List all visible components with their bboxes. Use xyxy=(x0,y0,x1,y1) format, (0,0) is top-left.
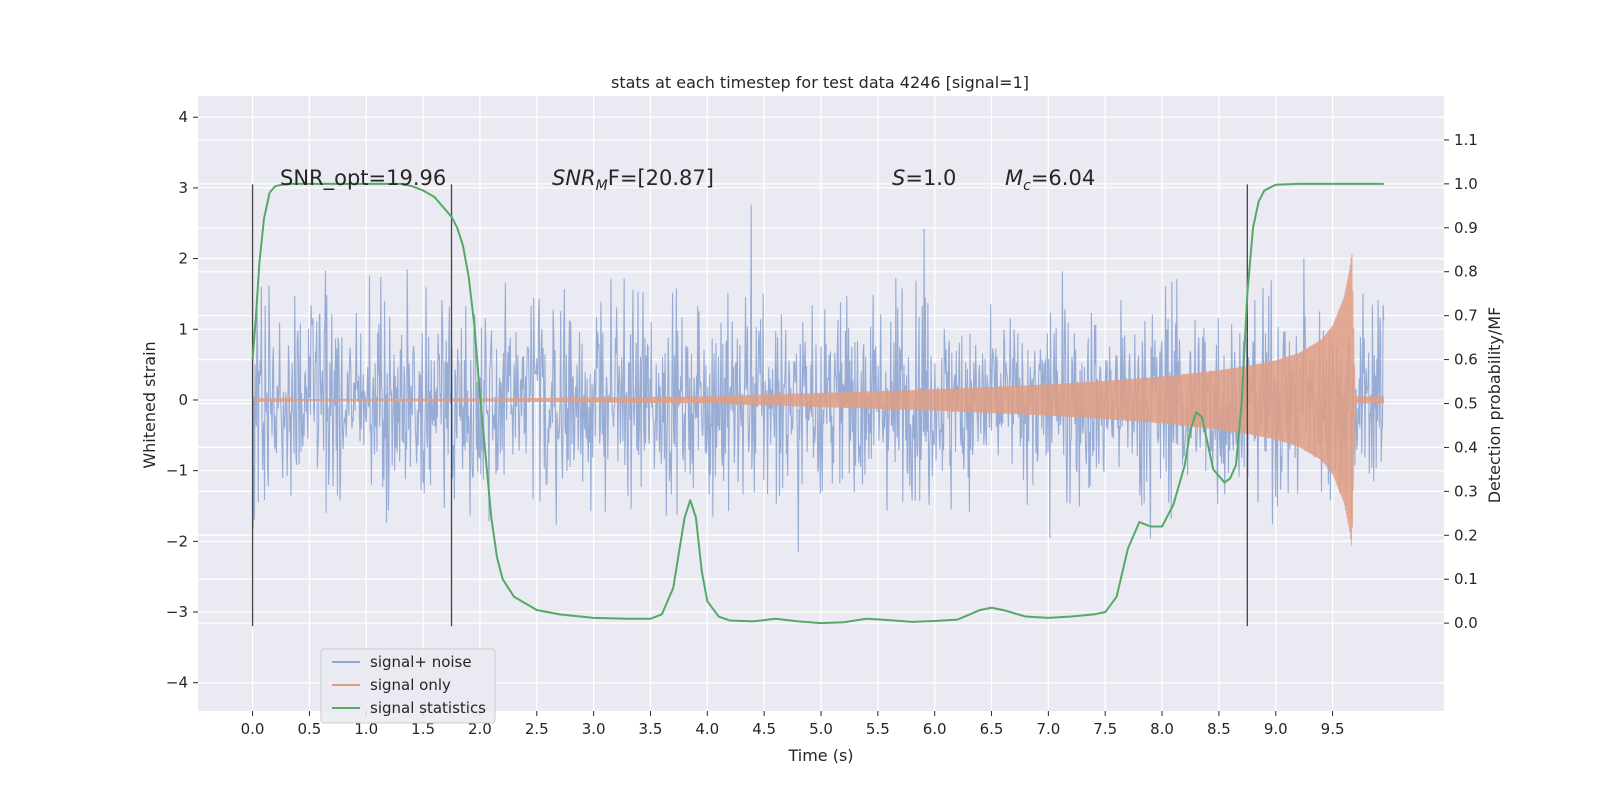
y-tick-label-right: 0.1 xyxy=(1454,570,1478,588)
y-axis-label-left: Whitened strain xyxy=(140,341,159,468)
x-tick-label: 8.0 xyxy=(1150,720,1174,738)
annotation-mc-subscript: c xyxy=(1023,178,1031,194)
x-tick-label: 1.0 xyxy=(354,720,378,738)
y-tick-label-left: 0 xyxy=(178,391,188,409)
x-tick-label: 6.5 xyxy=(980,720,1004,738)
x-tick-label: 2.5 xyxy=(525,720,549,738)
x-tick-label: 7.5 xyxy=(1093,720,1117,738)
x-tick-label: 0.0 xyxy=(241,720,265,738)
y-tick-label-right: 0.7 xyxy=(1454,307,1478,325)
annotation-snr-mf-value: F=[20.87] xyxy=(608,166,714,190)
noise-line xyxy=(252,204,1385,552)
annotation-snr-mf: SNRMF=[20.87] xyxy=(552,166,714,194)
y-tick-label-right: 0.6 xyxy=(1454,351,1478,369)
y-tick-label-left: 4 xyxy=(178,108,188,126)
signal-line xyxy=(252,254,1385,546)
annotation-s-value: =1.0 xyxy=(905,166,956,190)
legend: signal+ noise signal only signal statist… xyxy=(320,648,496,724)
y-tick-label-left: −1 xyxy=(166,462,188,480)
y-tick-label-left: −2 xyxy=(166,532,188,550)
y-tick-label-right: 0.5 xyxy=(1454,395,1478,413)
x-tick-label: 9.5 xyxy=(1321,720,1345,738)
y-tick-label-right: 1.1 xyxy=(1454,131,1478,149)
legend-label-signal-statistics: signal statistics xyxy=(370,699,486,717)
chart-title: stats at each timestep for test data 424… xyxy=(611,73,1029,92)
x-tick-label: 7.0 xyxy=(1036,720,1060,738)
y-tick-label-right: 0.9 xyxy=(1454,219,1478,237)
ticks: 0.0 0.5 1.0 1.5 2.0 2.5 3.0 3.5 4.0 4.5 5.0 5.5 6.0 6… xyxy=(166,108,1478,738)
y-tick-label-left: 2 xyxy=(178,250,188,268)
x-tick-label: 3.0 xyxy=(582,720,606,738)
annotation-s-symbol: S xyxy=(892,166,905,190)
annotation-mc: Mc=6.04 xyxy=(1005,166,1095,194)
annotation-snr-mf-symbol: SNR xyxy=(552,166,596,190)
y-tick-label-right: 0.8 xyxy=(1454,263,1478,281)
annotation-s: S=1.0 xyxy=(892,166,956,190)
x-tick-label: 0.5 xyxy=(297,720,321,738)
y-tick-label-right: 0.0 xyxy=(1454,614,1478,632)
x-tick-label: 5.0 xyxy=(809,720,833,738)
legend-box xyxy=(320,648,496,724)
y-tick-label-right: 1.0 xyxy=(1454,175,1478,193)
x-tick-label: 4.5 xyxy=(752,720,776,738)
legend-label-signal-plus-noise: signal+ noise xyxy=(370,653,472,671)
x-tick-label: 6.0 xyxy=(923,720,947,738)
y-tick-label-right: 0.4 xyxy=(1454,438,1478,456)
x-tick-label: 2.0 xyxy=(468,720,492,738)
annotation-snr-opt: SNR_opt=19.96 xyxy=(280,166,446,191)
y-tick-label-left: 1 xyxy=(178,320,188,338)
y-tick-label-left: 3 xyxy=(178,179,188,197)
y-tick-label-left: −3 xyxy=(166,603,188,621)
x-tick-label: 5.5 xyxy=(866,720,890,738)
y-axis-label-right: Detection probability/MF xyxy=(1485,307,1504,504)
series-signal-statistics xyxy=(251,182,1384,625)
x-tick-label: 9.0 xyxy=(1264,720,1288,738)
x-tick-label: 3.5 xyxy=(639,720,663,738)
series-signal-plus-noise xyxy=(252,204,1385,552)
y-tick-label-left: −4 xyxy=(166,674,188,692)
y-tick-label-right: 0.3 xyxy=(1454,482,1478,500)
x-tick-label: 8.5 xyxy=(1207,720,1231,738)
annotation-snr-mf-subscript: M xyxy=(596,178,608,194)
x-axis-label: Time (s) xyxy=(787,746,853,765)
legend-label-signal-only: signal only xyxy=(370,676,451,694)
vertical-markers xyxy=(251,184,1248,627)
x-tick-label: 1.5 xyxy=(411,720,435,738)
statistics-line xyxy=(251,182,1384,625)
annotation-mc-symbol: M xyxy=(1005,166,1023,190)
annotation-mc-value: =6.04 xyxy=(1031,166,1095,190)
series-signal-only xyxy=(252,254,1385,546)
x-tick-label: 4.0 xyxy=(695,720,719,738)
y-tick-label-right: 0.2 xyxy=(1454,526,1478,544)
